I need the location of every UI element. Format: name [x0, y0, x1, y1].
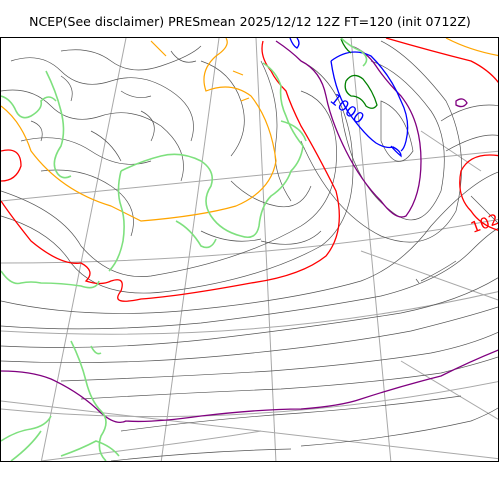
label-1020: 1020 [468, 207, 498, 237]
isobar-996 [340, 38, 378, 109]
pressure-map: 1000 1020 [0, 37, 499, 462]
isobars-minor [1, 40, 498, 461]
isobar-orange [1, 38, 498, 222]
isobar-1020 [1, 38, 498, 302]
isobar-1000 [289, 38, 409, 158]
map-title: NCEP(See disclaimer) PRESmean 2025/12/12… [29, 14, 471, 29]
coastlines [1, 38, 368, 461]
isobar-purple [1, 40, 498, 424]
